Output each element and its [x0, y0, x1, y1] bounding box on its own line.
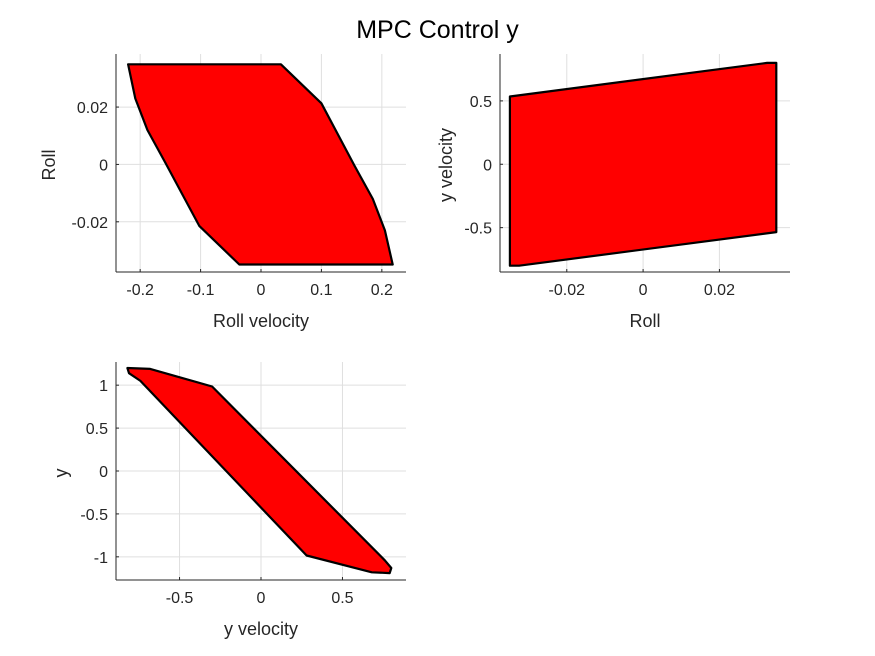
- subplot-1-xticks: -0.2 -0.1 0 0.1 0.2: [126, 269, 393, 299]
- x-tick-label: 0.02: [704, 282, 735, 299]
- subplot-3-yticks: -1 -0.5 0 0.5 1: [80, 378, 119, 567]
- y-tick-label: 0.5: [86, 421, 108, 438]
- x-tick-label: 0.2: [371, 282, 393, 299]
- subplot-2-region: [508, 61, 778, 267]
- subplot-3-xticks: -0.5 0 0.5: [166, 577, 354, 607]
- x-tick-label: 0.1: [310, 282, 332, 299]
- subplot-3-xlabel: y velocity: [224, 619, 298, 639]
- y-tick-label: -1: [94, 550, 108, 567]
- x-tick-label: 0: [257, 590, 266, 607]
- y-tick-label: 1: [99, 378, 108, 395]
- y-tick-label: 0: [99, 464, 108, 481]
- subplot-2-yticks: -0.5 0 0.5: [464, 94, 503, 238]
- subplot-2-xticks: -0.02 0 0.02: [549, 269, 735, 299]
- subplot-1-ylabel: Roll: [39, 149, 59, 180]
- y-tick-label: 0: [483, 157, 492, 174]
- y-tick-label: -0.5: [80, 507, 108, 524]
- subplot-1-xlabel: Roll velocity: [213, 311, 309, 331]
- subplot-3-region: [126, 366, 393, 575]
- x-tick-label: 0: [257, 282, 266, 299]
- subplot-2-ylabel: y velocity: [436, 128, 456, 202]
- y-tick-label: -0.02: [72, 215, 109, 232]
- subplot-3-ylabel: y: [51, 469, 71, 478]
- subplot-2-axes: [499, 54, 790, 273]
- subplot-1-yticks: -0.02 0 0.02: [72, 100, 119, 232]
- subplot-1: -0.2 -0.1 0 0.1 0.2 -0.02 0 0.02 Roll velocity…: [39, 54, 406, 331]
- y-tick-label: -0.5: [464, 221, 492, 238]
- x-tick-label: 0.5: [331, 590, 353, 607]
- y-tick-label: 0: [99, 157, 108, 174]
- x-tick-label: -0.2: [126, 282, 154, 299]
- subplot-3: -0.5 0 0.5 -1 -0.5 0 0.5 1 y velocity y: [51, 362, 406, 639]
- x-tick-label: -0.5: [166, 590, 194, 607]
- subplot-1-region: [127, 63, 394, 266]
- subplot-2-xlabel: Roll: [629, 311, 660, 331]
- x-tick-label: -0.02: [549, 282, 586, 299]
- x-tick-label: -0.1: [187, 282, 215, 299]
- y-tick-label: 0.5: [470, 94, 492, 111]
- y-tick-label: 0.02: [77, 100, 108, 117]
- subplot-2: -0.02 0 0.02 -0.5 0 0.5 Roll y velocity: [436, 54, 790, 331]
- x-tick-label: 0: [639, 282, 648, 299]
- figure-title: MPC Control y: [356, 16, 519, 44]
